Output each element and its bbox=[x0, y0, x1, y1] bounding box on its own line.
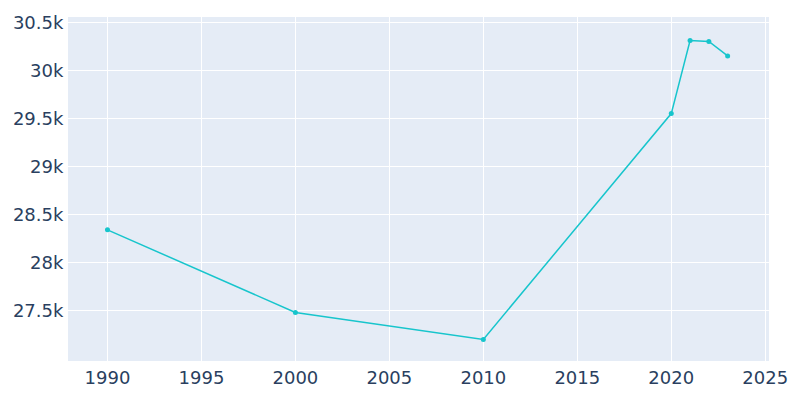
svg-text:2010: 2010 bbox=[460, 367, 506, 388]
svg-text:29k: 29k bbox=[30, 156, 64, 177]
svg-text:2005: 2005 bbox=[366, 367, 412, 388]
svg-text:2020: 2020 bbox=[648, 367, 694, 388]
svg-text:28k: 28k bbox=[30, 252, 64, 273]
svg-text:30k: 30k bbox=[30, 60, 64, 81]
svg-text:30.5k: 30.5k bbox=[13, 12, 64, 33]
svg-text:28.5k: 28.5k bbox=[13, 204, 64, 225]
svg-text:2025: 2025 bbox=[742, 367, 788, 388]
svg-text:1990: 1990 bbox=[85, 367, 131, 388]
svg-text:2015: 2015 bbox=[554, 367, 600, 388]
svg-text:29.5k: 29.5k bbox=[13, 108, 64, 129]
svg-text:2000: 2000 bbox=[272, 367, 318, 388]
svg-text:27.5k: 27.5k bbox=[13, 300, 64, 321]
svg-text:1995: 1995 bbox=[179, 367, 225, 388]
